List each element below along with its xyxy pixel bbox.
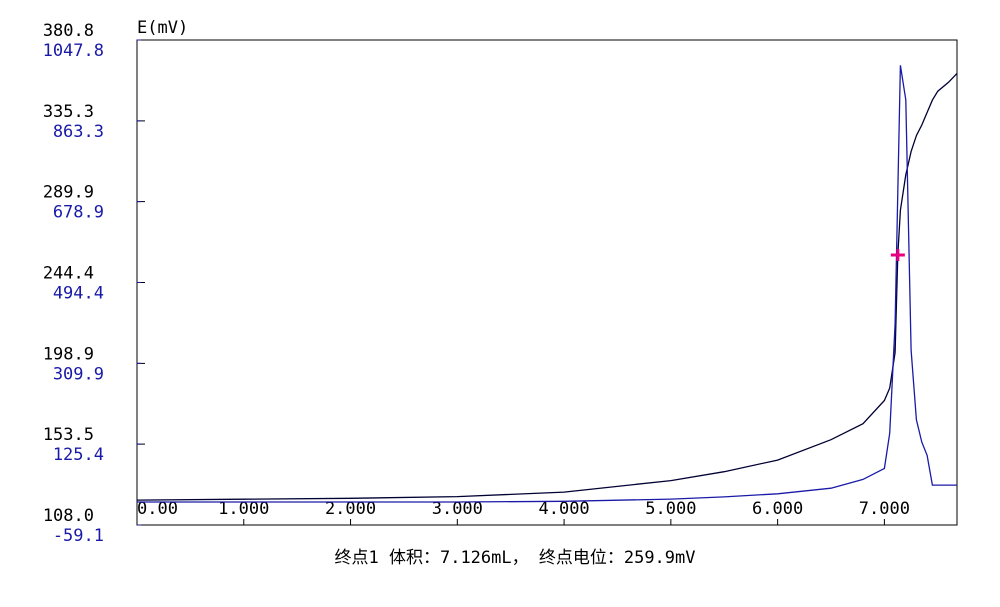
y2-tick-label: 494.4 bbox=[53, 283, 104, 303]
x-tick-label: 2.000 bbox=[325, 499, 376, 519]
data-line bbox=[136, 72, 958, 501]
x-tick-label: 5.000 bbox=[645, 499, 696, 519]
y2-tick-label: -59.1 bbox=[53, 526, 104, 546]
x-tick-label: 7.000 bbox=[859, 499, 910, 519]
x-tick-label: 0.00 bbox=[137, 499, 178, 519]
y-axis-label: E(mV) bbox=[137, 18, 188, 38]
x-tick-label: 4.000 bbox=[538, 499, 589, 519]
x-tick-label: 6.000 bbox=[752, 499, 803, 519]
x-tick-label: 3.000 bbox=[432, 499, 483, 519]
y2-tick-label: 678.9 bbox=[53, 203, 104, 223]
y2-tick-label: 309.9 bbox=[53, 364, 104, 384]
endpoint-marker bbox=[890, 248, 905, 261]
y-tick-label: 198.9 bbox=[43, 344, 94, 364]
y-tick-label: 244.4 bbox=[43, 264, 94, 284]
y2-tick-label: 125.4 bbox=[53, 445, 104, 465]
y-tick-label: 153.5 bbox=[43, 425, 94, 445]
data-line bbox=[137, 65, 957, 503]
y2-tick-label: 863.3 bbox=[53, 122, 104, 142]
y2-tick-label: 1047.8 bbox=[43, 41, 104, 61]
y-tick-label: 380.8 bbox=[43, 21, 94, 41]
plot-frame bbox=[136, 39, 958, 526]
y-tick-label: 108.0 bbox=[43, 506, 94, 526]
y-tick-label: 335.3 bbox=[43, 102, 94, 122]
x-tick-label: 1.000 bbox=[218, 499, 269, 519]
y-tick-label: 289.9 bbox=[43, 183, 94, 203]
endpoint-annotation: 终点1 体积：7.126mL， 终点电位：259.9mV bbox=[335, 548, 696, 568]
